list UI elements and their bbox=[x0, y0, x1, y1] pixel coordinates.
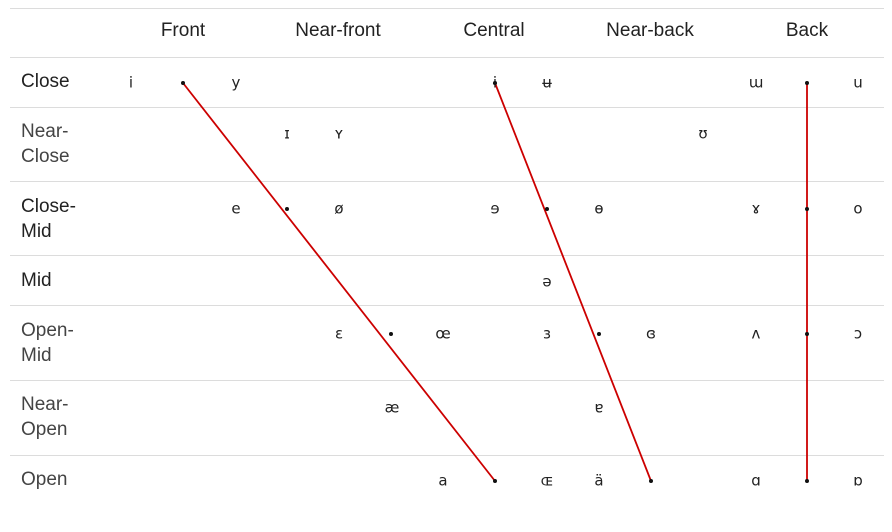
vowel-symbol: ɯ bbox=[748, 73, 764, 92]
column-header-near-front: Near-front bbox=[295, 20, 381, 41]
row-header-near-open: Near- Open bbox=[21, 394, 69, 440]
column-header-front: Front bbox=[160, 20, 206, 41]
vowel-symbol: ɒ bbox=[853, 471, 863, 490]
vowel-symbol: ə bbox=[542, 272, 552, 291]
vowel-dot bbox=[597, 332, 601, 336]
vowel-symbol: ʉ bbox=[542, 73, 552, 92]
column-header-back: Back bbox=[785, 20, 829, 41]
vowel-symbol: ʊ bbox=[698, 124, 708, 143]
row-header-close: Close bbox=[21, 71, 70, 92]
row-header-mid: Mid bbox=[21, 270, 52, 291]
vowel-dot bbox=[805, 332, 809, 336]
front-edge-line bbox=[182, 82, 496, 482]
vowel-symbol: ɪ bbox=[284, 124, 290, 143]
vowel-symbol: ä bbox=[594, 471, 604, 490]
vowel-symbol: i bbox=[128, 73, 134, 92]
vowel-symbol: ɶ bbox=[540, 471, 554, 490]
vowel-symbol: ɤ bbox=[751, 199, 761, 218]
row-header-close-mid: Close- Mid bbox=[21, 196, 76, 242]
row-header-near-close: Near- Close bbox=[21, 121, 70, 167]
vowel-symbol: a bbox=[438, 471, 448, 490]
vowel-symbol: ʌ bbox=[751, 324, 761, 343]
vowel-symbol: y bbox=[231, 73, 241, 92]
grid-line bbox=[10, 8, 884, 9]
vowel-dot bbox=[285, 207, 289, 211]
grid-line bbox=[10, 305, 884, 306]
column-header-near-back: Near-back bbox=[606, 20, 694, 41]
vowel-symbol: ɔ bbox=[853, 324, 863, 343]
vowel-symbol: o bbox=[853, 199, 863, 218]
grid-line bbox=[10, 255, 884, 256]
vowel-dot bbox=[181, 81, 185, 85]
vowel-symbol: œ bbox=[435, 324, 451, 343]
column-header-central: Central bbox=[463, 20, 525, 41]
vowel-symbol: u bbox=[853, 73, 863, 92]
grid-line bbox=[10, 380, 884, 381]
vowel-dot bbox=[545, 207, 549, 211]
vowel-dot bbox=[649, 479, 653, 483]
vowel-symbol: ɑ bbox=[751, 471, 761, 490]
grid-line bbox=[10, 181, 884, 182]
vowel-dot bbox=[805, 207, 809, 211]
vowel-symbol: e bbox=[231, 199, 241, 218]
vowel-symbol: ɵ bbox=[594, 199, 604, 218]
vowel-symbol: ɜ bbox=[543, 324, 551, 343]
vowel-dot bbox=[493, 479, 497, 483]
vowel-symbol: ɐ bbox=[594, 398, 604, 417]
grid-line bbox=[10, 107, 884, 108]
central-edge-line bbox=[494, 82, 652, 482]
grid-line bbox=[10, 455, 884, 456]
vowel-dot bbox=[805, 81, 809, 85]
vowel-symbol: ɘ bbox=[490, 199, 500, 218]
vowel-dot bbox=[493, 81, 497, 85]
vowel-symbol: æ bbox=[384, 398, 400, 417]
vowel-symbol: ʏ bbox=[334, 124, 344, 143]
vowel-symbol: ø bbox=[334, 199, 344, 218]
vowel-dot bbox=[805, 479, 809, 483]
row-header-open: Open bbox=[21, 469, 68, 490]
vowel-symbol: ɛ bbox=[334, 324, 344, 343]
vowel-dot bbox=[389, 332, 393, 336]
vowel-symbol: ɞ bbox=[646, 324, 656, 343]
row-header-open-mid: Open- Mid bbox=[21, 320, 74, 366]
grid-line bbox=[10, 57, 884, 58]
